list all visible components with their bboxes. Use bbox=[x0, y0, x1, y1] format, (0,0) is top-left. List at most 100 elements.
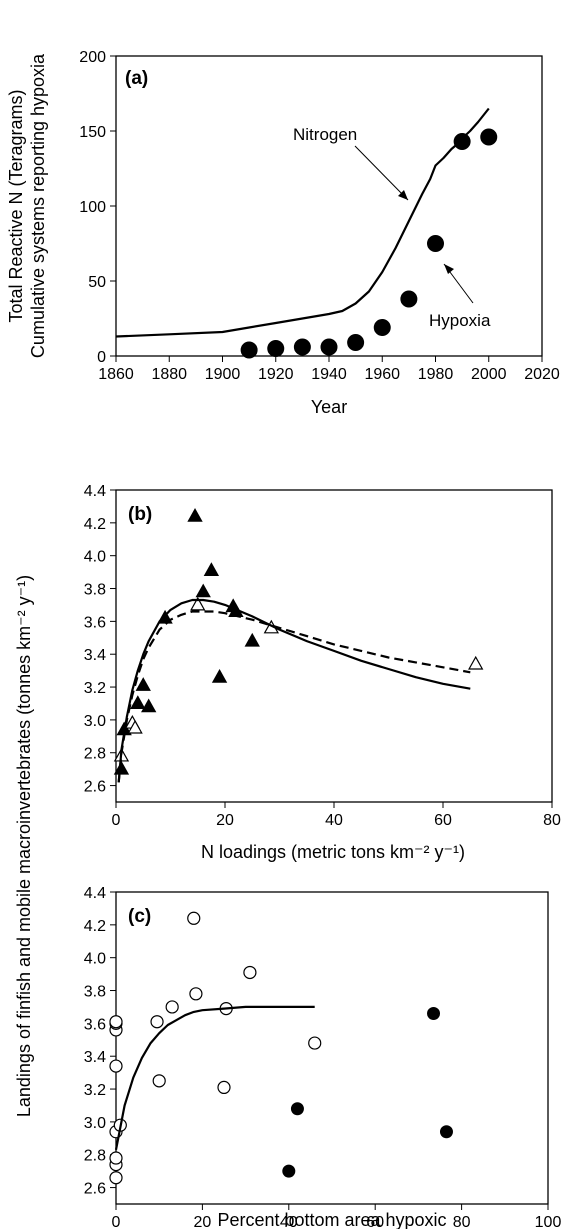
y-tick-label: 2.8 bbox=[84, 1148, 106, 1165]
x-tick-label: 0 bbox=[112, 812, 121, 829]
open-circle-point bbox=[109, 1151, 123, 1165]
x-tick-label: 2000 bbox=[471, 366, 507, 383]
open-circle-point bbox=[109, 1015, 123, 1029]
filled-circle-point bbox=[293, 338, 311, 356]
x-tick-label: 1940 bbox=[311, 366, 347, 383]
open-circle-point bbox=[187, 911, 201, 925]
open-circle-point bbox=[217, 1080, 231, 1095]
x-tick-label: 100 bbox=[535, 1214, 562, 1229]
open-circle-point bbox=[243, 965, 257, 980]
filled-triangle-point bbox=[113, 760, 130, 775]
open-triangle-point bbox=[468, 655, 484, 670]
y-tick-label: 4.4 bbox=[84, 885, 106, 902]
y-tick-label: 4.0 bbox=[84, 549, 106, 566]
x-tick-label: 2020 bbox=[524, 366, 560, 383]
y-tick-label: 50 bbox=[88, 274, 106, 291]
x-tick-label: 1960 bbox=[364, 366, 400, 383]
filled-circle-point bbox=[439, 1125, 453, 1139]
filled-triangle-point bbox=[141, 698, 157, 713]
nitrogen-arrow bbox=[354, 145, 409, 201]
hypoxia-arrowhead bbox=[444, 264, 454, 274]
solid-line bbox=[114, 1005, 315, 1151]
panel-c-chart: (c) Percent bottom area hypoxic 0 20 40 60 8… bbox=[84, 885, 562, 1229]
x-tick-label: 20 bbox=[216, 812, 234, 829]
x-tick-label: 60 bbox=[434, 812, 452, 829]
x-tick-label: 1860 bbox=[98, 366, 134, 383]
annotation-nitrogen: Nitrogen bbox=[293, 125, 357, 144]
y-tick-label: 2.8 bbox=[84, 746, 106, 763]
filled-circle-point bbox=[347, 334, 365, 351]
filled-triangle-point bbox=[135, 677, 151, 691]
x-tick-label: 60 bbox=[366, 1214, 384, 1229]
panel-b-xlabel: N loadings (metric tons km⁻² y⁻¹) bbox=[201, 842, 465, 862]
filled-circle-point bbox=[427, 235, 444, 252]
dashed-line bbox=[117, 610, 471, 783]
y-tick-label: 4.2 bbox=[84, 516, 106, 533]
x-tick-label: 40 bbox=[280, 1214, 298, 1229]
y-tick-label: 3.0 bbox=[84, 713, 106, 730]
x-tick-label: 1920 bbox=[258, 366, 294, 383]
y-tick-label: 3.2 bbox=[84, 680, 106, 697]
y-tick-label: 3.6 bbox=[84, 1016, 106, 1033]
open-triangle-point bbox=[190, 596, 206, 611]
y-tick-label: 2.6 bbox=[84, 1181, 106, 1198]
open-circle-point bbox=[109, 1059, 123, 1073]
solid-line bbox=[117, 598, 471, 783]
y-tick-label: 4.2 bbox=[84, 918, 106, 935]
panel-c-xlabel: Percent bottom area hypoxic bbox=[217, 1210, 446, 1229]
open-circle-point bbox=[165, 1000, 179, 1014]
filled-triangle-point bbox=[203, 562, 220, 576]
open-circle-point bbox=[189, 987, 203, 1001]
y-tick-label: 3.6 bbox=[84, 614, 106, 631]
filled-triangle-point bbox=[211, 668, 228, 683]
x-tick-label: 20 bbox=[194, 1214, 212, 1229]
y-tick-label: 100 bbox=[79, 199, 106, 216]
y-tick-label: 4.4 bbox=[84, 483, 106, 500]
filled-circle-point bbox=[320, 338, 338, 356]
y-tick-label: 200 bbox=[79, 49, 106, 66]
y-tick-label: 3.2 bbox=[84, 1082, 106, 1099]
filled-circle-point bbox=[282, 1164, 296, 1178]
y-tick-label: 3.8 bbox=[84, 984, 106, 1001]
open-circle-point bbox=[109, 1171, 123, 1185]
filled-triangle-point bbox=[187, 508, 203, 522]
y-tick-label: 3.8 bbox=[84, 582, 106, 599]
shared-ylabel: Landings of finfish and mobile macroinve… bbox=[14, 575, 34, 1117]
panel-a-xlabel: Year bbox=[311, 397, 347, 417]
y-tick-label: 2.6 bbox=[84, 779, 106, 796]
y-tick-label: 3.0 bbox=[84, 1115, 106, 1132]
panel-a-ylabel-line2: Cumulative systems reporting hypoxia bbox=[28, 53, 48, 358]
x-tick-label: 1900 bbox=[205, 366, 241, 383]
x-tick-label: 1980 bbox=[418, 366, 454, 383]
filled-circle-point bbox=[427, 1007, 441, 1021]
filled-triangle-point bbox=[195, 583, 211, 598]
panel-b-frame bbox=[115, 489, 553, 803]
filled-triangle-point bbox=[130, 695, 146, 709]
panel-a-chart: (a) Total Reactive N (Teragrams) Cumulat… bbox=[6, 49, 560, 417]
open-circle-point bbox=[150, 1015, 164, 1029]
y-tick-label: 3.4 bbox=[84, 647, 106, 664]
filled-circle-point bbox=[453, 133, 471, 150]
annotation-hypoxia: Hypoxia bbox=[429, 311, 491, 330]
panel-c-label: (c) bbox=[128, 906, 151, 927]
filled-circle-point bbox=[373, 319, 391, 336]
panel-a-label: (a) bbox=[125, 68, 148, 89]
y-tick-label: 3.4 bbox=[84, 1049, 106, 1066]
open-triangle-point bbox=[127, 719, 143, 734]
filled-circle-point bbox=[290, 1102, 304, 1116]
nitrogen-arrowhead bbox=[398, 190, 408, 200]
filled-triangle-point bbox=[244, 632, 260, 647]
y-tick-label: 0 bbox=[97, 349, 106, 366]
panel-c-frame bbox=[115, 891, 549, 1205]
x-tick-label: 1880 bbox=[151, 366, 187, 383]
x-tick-label: 80 bbox=[453, 1214, 471, 1229]
open-circle-point bbox=[152, 1074, 166, 1088]
panel-a-ylabel-line1: Total Reactive N (Teragrams) bbox=[6, 89, 26, 322]
y-tick-label: 4.0 bbox=[84, 951, 106, 968]
x-tick-label: 0 bbox=[112, 1214, 121, 1229]
x-tick-label: 40 bbox=[325, 812, 343, 829]
x-tick-label: 80 bbox=[543, 812, 561, 829]
panel-b-label: (b) bbox=[128, 504, 152, 525]
